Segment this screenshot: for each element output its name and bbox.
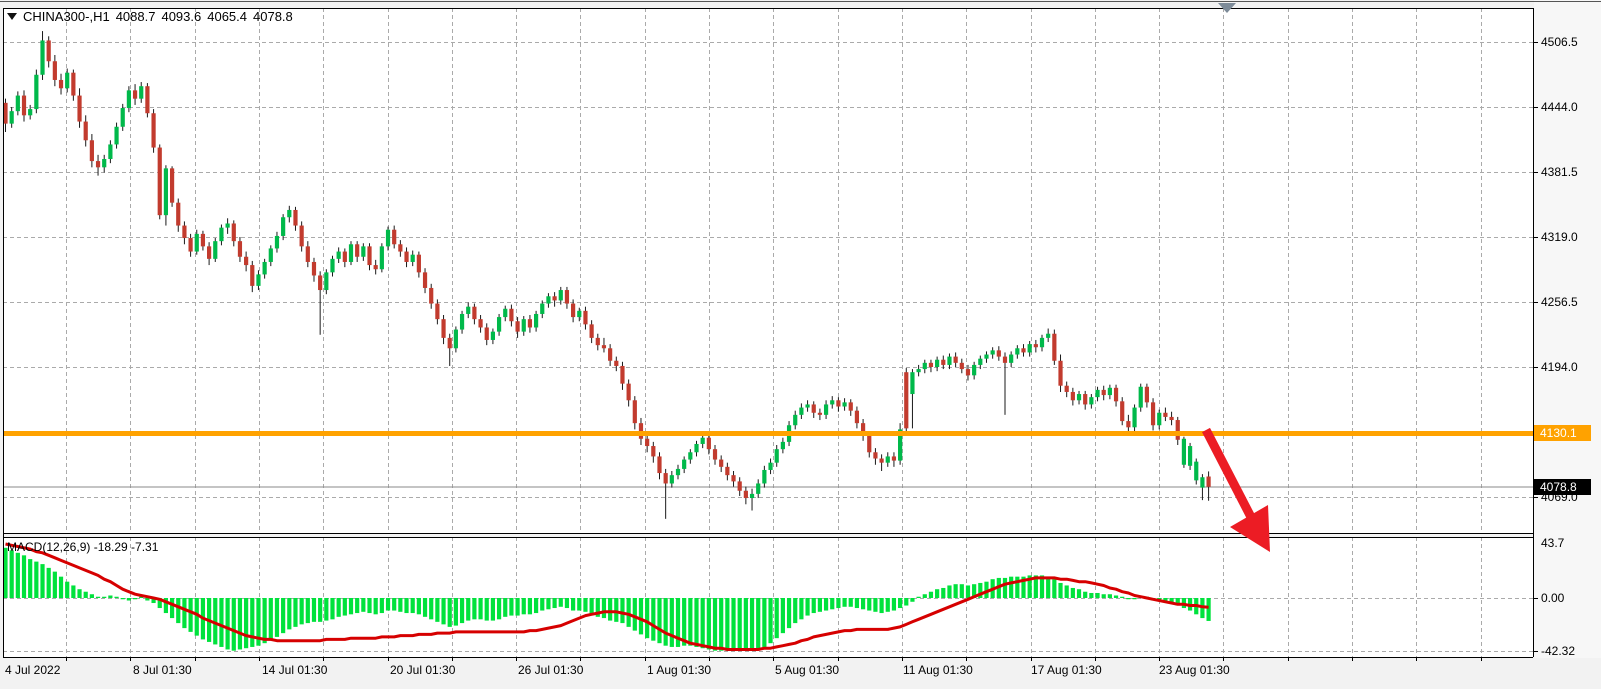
price-axis-label: 4319.0 <box>1541 230 1578 244</box>
macd-signal-line <box>5 542 1209 651</box>
ohlc-close: 4078.8 <box>253 9 293 24</box>
gridlines <box>3 8 1538 661</box>
price-scale[interactable] <box>1534 0 1601 689</box>
current-price-badge: 4078.8 <box>1534 479 1591 495</box>
time-axis-label: 4 Jul 2022 <box>5 663 61 677</box>
macd-indicator-label: MACD(12,26,9) -18.29 -7.31 <box>7 540 159 554</box>
price-axis-label: 4194.0 <box>1541 360 1578 374</box>
candlesticks <box>3 31 1211 519</box>
time-axis-label: 17 Aug 01:30 <box>1031 663 1102 677</box>
chart-shift-marker-icon <box>1218 3 1236 13</box>
ohlc-high: 4093.6 <box>161 9 202 24</box>
ohlc-low: 4065.4 <box>207 9 247 24</box>
macd-axis-label: -42.32 <box>1541 644 1576 658</box>
orange-level-badge: 4130.1 <box>1534 425 1591 441</box>
time-axis-label: 20 Jul 01:30 <box>390 663 456 677</box>
symbol-dropdown-icon[interactable] <box>7 13 17 20</box>
time-axis-label: 8 Jul 01:30 <box>133 663 192 677</box>
down-arrow-annotation[interactable] <box>1202 427 1270 552</box>
time-axis-label: 23 Aug 01:30 <box>1159 663 1230 677</box>
time-scale[interactable] <box>0 658 1601 689</box>
macd-histogram <box>3 547 1211 651</box>
macd-axis-label: 0.00 <box>1541 591 1565 605</box>
time-axis-label: 5 Aug 01:30 <box>775 663 840 677</box>
panel-frames <box>0 1 1601 658</box>
chart-title-bar: CHINA300-,H1 4088.7 4093.6 4065.4 4078.8 <box>7 9 293 24</box>
price-axis-label: 4381.5 <box>1541 165 1578 179</box>
time-axis-label: 1 Aug 01:30 <box>647 663 712 677</box>
time-axis-label: 26 Jul 01:30 <box>518 663 584 677</box>
price-axis-label: 4256.5 <box>1541 295 1578 309</box>
symbol-period-label: CHINA300-,H1 <box>23 9 110 24</box>
price-axis-label: 4506.5 <box>1541 35 1578 49</box>
macd-axis-label: 43.7 <box>1541 536 1565 550</box>
time-axis-label: 14 Jul 01:30 <box>262 663 328 677</box>
ohlc-open: 4088.7 <box>115 9 156 24</box>
price-axis-label: 4444.0 <box>1541 100 1578 114</box>
time-axis-label: 11 Aug 01:30 <box>903 663 973 677</box>
